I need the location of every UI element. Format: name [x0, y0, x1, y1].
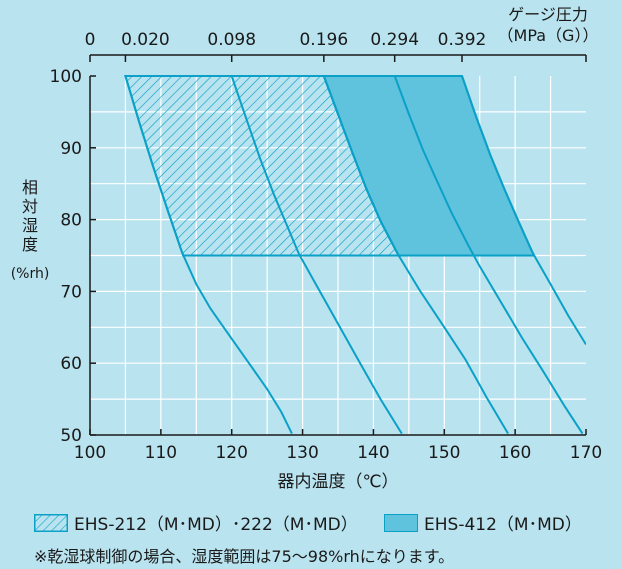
- y-axis-title-char: 湿: [22, 216, 38, 235]
- x-tick-label: 140: [357, 443, 389, 463]
- y-tick-label: 60: [60, 354, 82, 374]
- legend-label-hatched: EHS-212（M･MD）･222（M･MD）: [74, 515, 358, 535]
- top-tick-label: 0.196: [299, 30, 348, 50]
- pressure-curve: [322, 76, 509, 435]
- range-areas: [124, 75, 536, 257]
- legend-item-solid: EHS-412（M･MD）: [384, 510, 582, 535]
- top-tick-label: 0.020: [121, 30, 170, 50]
- legend-label-solid: EHS-412（M･MD）: [424, 515, 582, 535]
- top-tick-label: 0.294: [370, 30, 419, 50]
- x-tick-label: 120: [215, 443, 247, 463]
- x-axis-title: 器内温度（℃）: [277, 472, 398, 492]
- top-tick-label: 0: [85, 30, 96, 50]
- x-tick-label: 100: [74, 443, 106, 463]
- pressure-curve: [461, 76, 586, 346]
- legend-swatch-hatched: [34, 513, 68, 532]
- x-tick-label: 130: [286, 443, 318, 463]
- y-axis-title-char: 度: [22, 235, 38, 254]
- y-tick-label: 90: [60, 139, 82, 159]
- pressure-curves: [124, 76, 586, 435]
- legend: EHS-212（M･MD）･222（M･MD） EHS-412（M･MD）: [34, 510, 614, 536]
- legend-item-hatched: EHS-212（M･MD）･222（M･MD）: [34, 510, 358, 535]
- top-tick-label: 0.392: [438, 30, 487, 50]
- top-axis-title: （MPa（G））: [498, 26, 599, 45]
- y-axis-unit: (%rh): [11, 266, 50, 282]
- x-tick-label: 170: [570, 443, 602, 463]
- y-tick-label: 50: [60, 426, 82, 446]
- pressure-curve: [124, 76, 293, 435]
- x-tick-label: 110: [145, 443, 177, 463]
- y-axis-title-char: 相: [22, 178, 38, 197]
- y-tick-label: 80: [60, 211, 82, 231]
- pressure-curve: [393, 76, 584, 435]
- footnote: ※乾湿球制御の場合、湿度範囲は75〜98%rhになります。: [34, 547, 455, 566]
- y-tick-label: 100: [50, 67, 82, 87]
- x-tick-label: 160: [499, 443, 531, 463]
- x-tick-label: 150: [428, 443, 460, 463]
- pressure-curve: [230, 76, 403, 435]
- top-tick-label: 0.098: [207, 30, 256, 50]
- y-tick-label: 70: [60, 282, 82, 302]
- top-axis-title: ゲージ圧力: [508, 5, 588, 24]
- y-axis-title-char: 対: [22, 197, 38, 216]
- legend-swatch-solid: [384, 513, 418, 532]
